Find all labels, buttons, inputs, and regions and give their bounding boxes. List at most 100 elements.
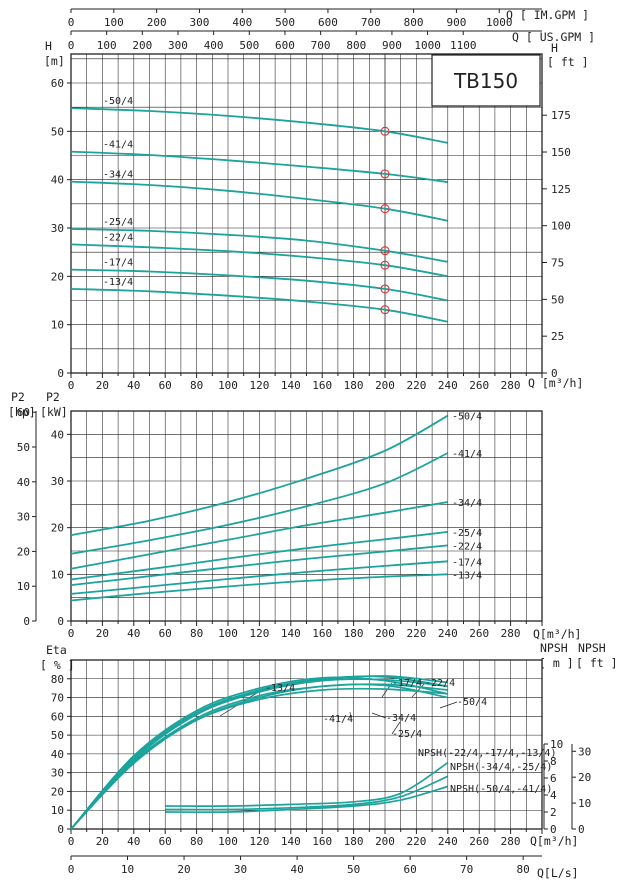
eta-x-tick-label: 160 (312, 835, 332, 848)
npsh-ft-tick-label: 30 (578, 745, 591, 758)
hp-tick-label: 10 (17, 580, 30, 593)
efficiency-curve (70, 683, 448, 830)
imgpm-tick-label: 700 (361, 16, 381, 29)
power-curve (70, 452, 449, 555)
npsh-m-tick-label: 10 (550, 738, 563, 751)
hp-tick-label: 0 (23, 615, 30, 628)
power-curve-label: -13/4 (452, 570, 482, 581)
duty-point-marker (380, 284, 390, 294)
eta-x-tick-label: 80 (190, 835, 203, 848)
npsh-curve (165, 761, 449, 807)
eta-y-tick-label: 50 (51, 729, 64, 742)
power-x-tick-label: 280 (501, 627, 521, 640)
efficiency-curve-label: -25/4 (392, 729, 422, 740)
efficiency-curve (70, 678, 448, 830)
power-axis-label-hp: P2 (11, 390, 25, 404)
npsh-m-tick-label: 0 (550, 823, 557, 836)
npsh-ft-tick-label: 0 (578, 823, 585, 836)
power-x-tick-label: 40 (127, 627, 140, 640)
usgpm-tick-label: 100 (97, 39, 117, 52)
efficiency-curve-label: -17/4 (392, 678, 422, 689)
duty-point-marker (380, 260, 390, 270)
efficiency-leader (349, 711, 352, 720)
npsh-curve (165, 785, 449, 814)
efficiency-curve-label: -50/4 (457, 697, 487, 708)
grid-layer (71, 54, 542, 829)
hp-tick-label: 40 (17, 476, 30, 489)
power-x-tick-label: 100 (218, 627, 238, 640)
eta-x-tick-label: 0 (68, 835, 75, 848)
power-curve (70, 414, 449, 536)
efficiency-leader (411, 682, 426, 698)
eta-y-tick-label: 10 (51, 804, 64, 817)
head-x-tick-label: 60 (159, 379, 172, 392)
eta-y-tick-label: 80 (51, 673, 64, 686)
head-curve-34-4 (70, 180, 448, 222)
eta-x-tick-label: 20 (96, 835, 109, 848)
ls-tick-label: 70 (460, 863, 473, 876)
imgpm-tick-label: 200 (147, 16, 167, 29)
head-x-tick-label: 20 (96, 379, 109, 392)
eta-axis-label: Eta (46, 643, 67, 657)
head-x-tick-label: 280 (501, 379, 521, 392)
power-x-tick-label: 160 (312, 627, 332, 640)
head-curve-17-4 (70, 268, 448, 302)
efficiency-curve-label: -34/4 (386, 713, 416, 724)
head-curve-label: -13/4 (103, 277, 133, 288)
duty-point-marker (380, 246, 390, 256)
eta-x-tick-label: 200 (375, 835, 395, 848)
usgpm-tick-label: 300 (168, 39, 188, 52)
hp-tick-label: 50 (17, 441, 30, 454)
efficiency-leader (371, 712, 387, 719)
power-axis-unit-kw: [kW] (40, 405, 68, 419)
head-x-tick-label: 100 (218, 379, 238, 392)
power-x-tick-label: 140 (281, 627, 301, 640)
eta-y-tick-label: 40 (51, 748, 64, 761)
head-curve-50-4 (70, 107, 448, 144)
curve-layer (70, 107, 449, 830)
imgpm-tick-label: 300 (190, 16, 210, 29)
head-y-tick-label: 0 (57, 367, 64, 380)
ls-tick-label: 10 (121, 863, 134, 876)
eta-y-tick-label: 20 (51, 785, 64, 798)
head-x-tick-label: 0 (68, 379, 75, 392)
eta-x2-axis-label: Q[L/s] (537, 866, 579, 880)
hp-tick-label: 20 (17, 545, 30, 558)
imgpm-tick-label: 1000 (486, 16, 513, 29)
head-x-axis-label: Q [m³/h] (528, 376, 583, 390)
eta-x-tick-label: 100 (218, 835, 238, 848)
efficiency-leader (391, 721, 401, 735)
head-curve-13-4 (70, 288, 448, 323)
power-x-tick-label: 220 (406, 627, 426, 640)
head-x-tick-label: 40 (127, 379, 140, 392)
axis-layer (32, 8, 576, 860)
power-x-tick-label: 200 (375, 627, 395, 640)
power-y-tick-label: 40 (51, 428, 64, 441)
power-x-tick-label: 20 (96, 627, 109, 640)
imgpm-tick-label: 600 (318, 16, 338, 29)
eta-x-tick-label: 120 (249, 835, 269, 848)
power-y-tick-label: 0 (57, 615, 64, 628)
npsh-axis-unit-ft: [ ft ] (576, 656, 618, 670)
head-y-tick-label: 20 (51, 270, 64, 283)
head-axis-label-left: H (45, 39, 52, 53)
head-x-tick-label: 140 (281, 379, 301, 392)
head-y-tick-label: 10 (51, 319, 64, 332)
head-x-tick-label: 120 (249, 379, 269, 392)
power-x-tick-label: 120 (249, 627, 269, 640)
head-y-tick-label: 40 (51, 174, 64, 187)
npsh-curve-label: NPSH(-34/4,-25/4) (450, 762, 552, 773)
power-curve-label: -41/4 (452, 449, 482, 460)
head-curve-label: -22/4 (103, 232, 133, 243)
head-curve-label: -25/4 (103, 217, 133, 228)
power-x-tick-label: 180 (344, 627, 364, 640)
head-ft-tick-label: 175 (551, 109, 571, 122)
usgpm-tick-label: 400 (204, 39, 224, 52)
power-curve (70, 501, 448, 570)
power-curve-label: -50/4 (452, 412, 482, 423)
head-ft-tick-label: 150 (551, 146, 571, 159)
power-curve (70, 531, 448, 581)
top-axis-label-usgpm: Q [ US.GPM ] (512, 30, 595, 44)
npsh-axis-unit-m: [ m ] (539, 656, 574, 670)
npsh-m-tick-label: 6 (550, 772, 557, 785)
